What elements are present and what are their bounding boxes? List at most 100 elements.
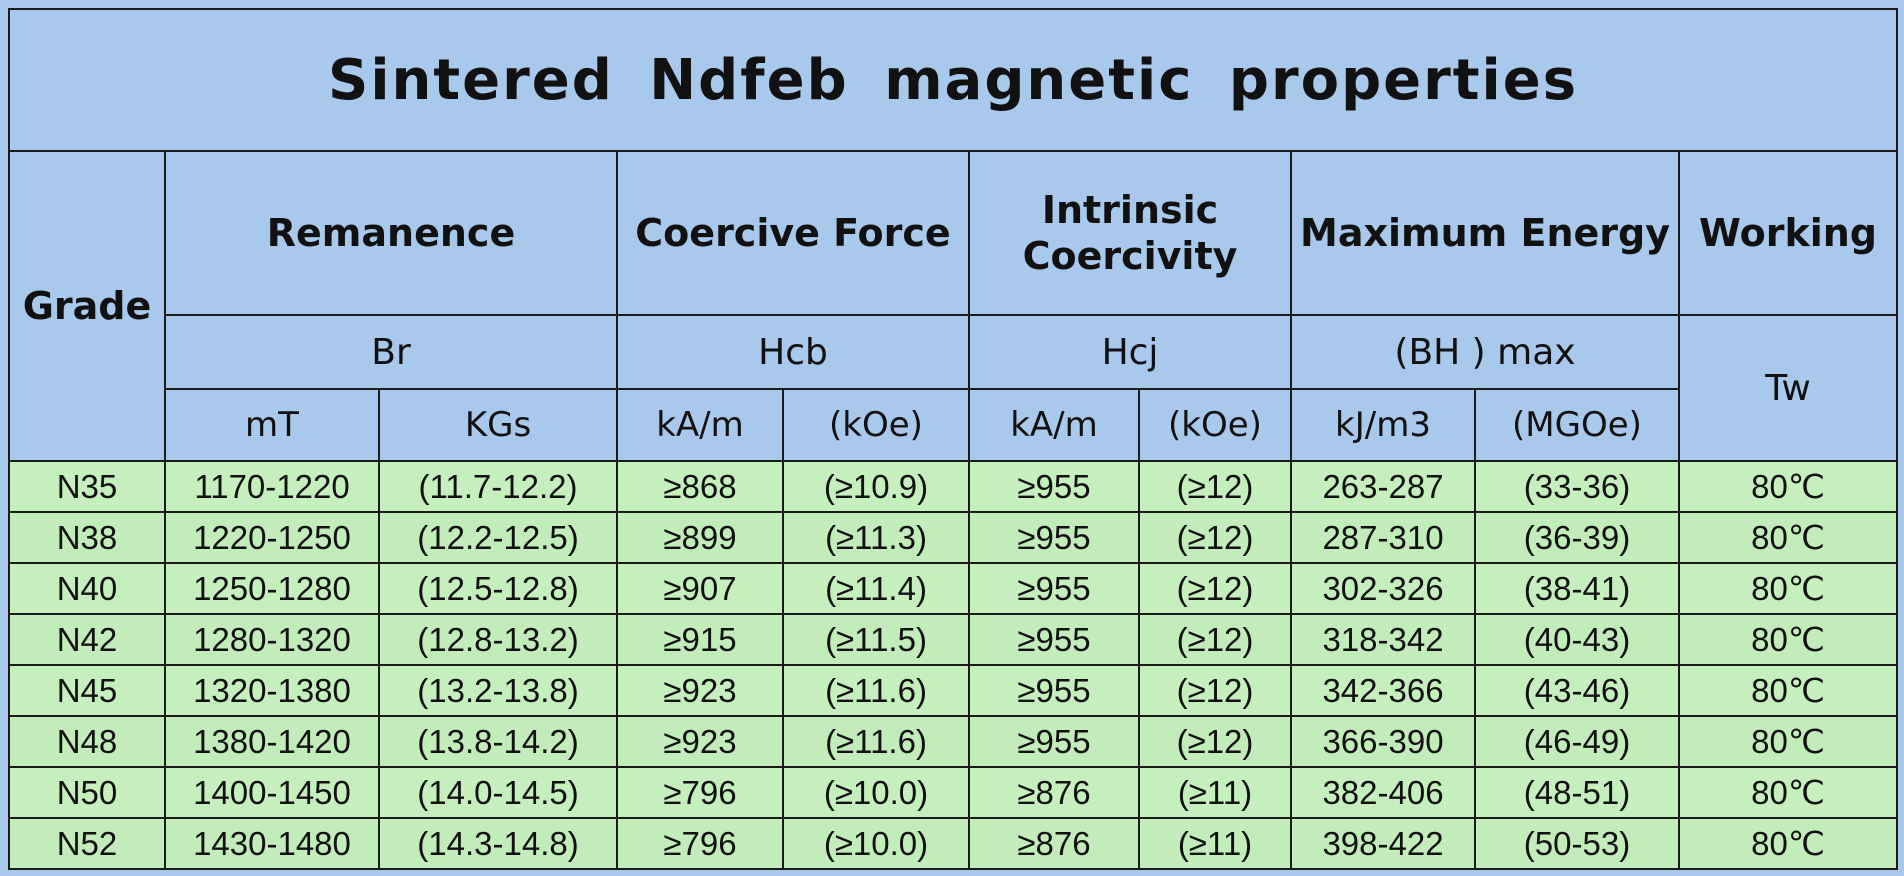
grade-cell: N35 [8, 460, 166, 513]
hcj-koe-cell: (≥12) [1138, 460, 1292, 513]
remanence-header: Remanence [164, 150, 618, 316]
hcb-koe-cell: (≥11.6) [782, 715, 970, 768]
grade-cell: N52 [8, 817, 166, 870]
br-mt-cell: 1380-1420 [164, 715, 380, 768]
table-row: N52 1430-1480 (14.3-14.8) ≥796 (≥10.0) ≥876 (≥… [8, 817, 1899, 870]
bhmax-kjm3-cell: 318-342 [1290, 613, 1476, 666]
hcb-kam-cell: ≥915 [616, 613, 784, 666]
br-mt-cell: 1220-1250 [164, 511, 380, 564]
hcb-kam-cell: ≥899 [616, 511, 784, 564]
br-mt-cell: 1250-1280 [164, 562, 380, 615]
table-row: N40 1250-1280 (12.5-12.8) ≥907 (≥11.4) ≥955 (≥… [8, 562, 1899, 615]
unit-header-hcb-kam: kA/m [616, 388, 784, 462]
bhmax-mgoe-cell: (43-46) [1474, 664, 1680, 717]
hcb-kam-cell: ≥796 [616, 766, 784, 819]
grade-cell: N38 [8, 511, 166, 564]
hcj-koe-cell: (≥12) [1138, 511, 1292, 564]
hcb-koe-cell: (≥10.0) [782, 817, 970, 870]
hcb-kam-cell: ≥796 [616, 817, 784, 870]
grade-cell: N45 [8, 664, 166, 717]
unit-header-hcb-koe: (kOe) [782, 388, 970, 462]
hcb-koe-cell: (≥11.6) [782, 664, 970, 717]
br-kgs-cell: (12.2-12.5) [378, 511, 618, 564]
br-kgs-cell: (12.5-12.8) [378, 562, 618, 615]
unit-header-hcj-kam: kA/m [968, 388, 1140, 462]
bhmax-kjm3-cell: 287-310 [1290, 511, 1476, 564]
hcj-symbol-header: Hcj [968, 314, 1292, 390]
table-row: N48 1380-1420 (13.8-14.2) ≥923 (≥11.6) ≥955 (≥… [8, 715, 1899, 768]
hcb-koe-cell: (≥10.9) [782, 460, 970, 513]
maximum-energy-header: Maximum Energy [1290, 150, 1680, 316]
grade-cell: N42 [8, 613, 166, 666]
br-mt-cell: 1170-1220 [164, 460, 380, 513]
br-mt-cell: 1280-1320 [164, 613, 380, 666]
hcb-kam-cell: ≥868 [616, 460, 784, 513]
grade-cell: N50 [8, 766, 166, 819]
br-mt-cell: 1320-1380 [164, 664, 380, 717]
table-row: N45 1320-1380 (13.2-13.8) ≥923 (≥11.6) ≥955 (≥… [8, 664, 1899, 717]
magnetic-properties-table: Sintered Ndfeb magnetic properties Grade… [7, 8, 1899, 870]
unit-header-kjm3: kJ/m3 [1290, 388, 1476, 462]
coercive-force-header: Coercive Force [616, 150, 970, 316]
bhmax-kjm3-cell: 382-406 [1290, 766, 1476, 819]
br-mt-cell: 1430-1480 [164, 817, 380, 870]
hcj-koe-cell: (≥11) [1138, 766, 1292, 819]
grade-header: Grade [8, 150, 166, 462]
intrinsic-coercivity-header: Intrinsic Coercivity [968, 150, 1292, 316]
unit-header-mgoe: (MGOe) [1474, 388, 1680, 462]
hcb-koe-cell: (≥11.4) [782, 562, 970, 615]
tw-cell: 80℃ [1677, 715, 1899, 768]
table-row: N42 1280-1320 (12.8-13.2) ≥915 (≥11.5) ≥955 (≥… [8, 613, 1899, 666]
bhmax-kjm3-cell: 366-390 [1290, 715, 1476, 768]
bhmax-kjm3-cell: 398-422 [1290, 817, 1476, 870]
working-header: Working [1677, 150, 1899, 316]
grade-cell: N40 [8, 562, 166, 615]
hcb-koe-cell: (≥10.0) [782, 766, 970, 819]
hcj-koe-cell: (≥12) [1138, 715, 1292, 768]
hcj-koe-cell: (≥12) [1138, 562, 1292, 615]
hcb-koe-cell: (≥11.3) [782, 511, 970, 564]
hcj-kam-cell: ≥955 [968, 460, 1140, 513]
bhmax-mgoe-cell: (46-49) [1474, 715, 1680, 768]
hcj-kam-cell: ≥955 [968, 664, 1140, 717]
br-kgs-cell: (13.8-14.2) [378, 715, 618, 768]
bhmax-mgoe-cell: (48-51) [1474, 766, 1680, 819]
bhmax-mgoe-cell: (50-53) [1474, 817, 1680, 870]
hcb-kam-cell: ≥907 [616, 562, 784, 615]
grade-cell: N48 [8, 715, 166, 768]
hcj-koe-cell: (≥12) [1138, 613, 1292, 666]
hcb-koe-cell: (≥11.5) [782, 613, 970, 666]
hcb-symbol-header: Hcb [616, 314, 970, 390]
bhmax-kjm3-cell: 302-326 [1290, 562, 1476, 615]
hcb-kam-cell: ≥923 [616, 664, 784, 717]
table-title: Sintered Ndfeb magnetic properties [7, 8, 1899, 152]
unit-header-mt: mT [164, 388, 380, 462]
unit-header-hcj-koe: (kOe) [1138, 388, 1292, 462]
table-row: N50 1400-1450 (14.0-14.5) ≥796 (≥10.0) ≥876 (≥… [8, 766, 1899, 819]
hcj-kam-cell: ≥876 [968, 817, 1140, 870]
hcj-kam-cell: ≥955 [968, 511, 1140, 564]
bhmax-mgoe-cell: (38-41) [1474, 562, 1680, 615]
br-kgs-cell: (14.3-14.8) [378, 817, 618, 870]
bhmax-mgoe-cell: (33-36) [1474, 460, 1680, 513]
tw-cell: 80℃ [1677, 511, 1899, 564]
bhmax-mgoe-cell: (40-43) [1474, 613, 1680, 666]
bhmax-kjm3-cell: 342-366 [1290, 664, 1476, 717]
unit-header-kgs: KGs [378, 388, 618, 462]
tw-cell: 80℃ [1677, 817, 1899, 870]
br-kgs-cell: (12.8-13.2) [378, 613, 618, 666]
tw-cell: 80℃ [1677, 664, 1899, 717]
br-kgs-cell: (11.7-12.2) [378, 460, 618, 513]
bhmax-symbol-header: (BH ) max [1290, 314, 1680, 390]
hcj-kam-cell: ≥955 [968, 562, 1140, 615]
tw-cell: 80℃ [1677, 562, 1899, 615]
bhmax-mgoe-cell: (36-39) [1474, 511, 1680, 564]
hcj-koe-cell: (≥12) [1138, 664, 1292, 717]
table-row: N38 1220-1250 (12.2-12.5) ≥899 (≥11.3) ≥955 (≥… [8, 511, 1899, 564]
tw-cell: 80℃ [1677, 766, 1899, 819]
tw-symbol-header: Tw [1677, 314, 1899, 462]
br-mt-cell: 1400-1450 [164, 766, 380, 819]
tw-cell: 80℃ [1677, 613, 1899, 666]
br-symbol-header: Br [164, 314, 618, 390]
br-kgs-cell: (14.0-14.5) [378, 766, 618, 819]
